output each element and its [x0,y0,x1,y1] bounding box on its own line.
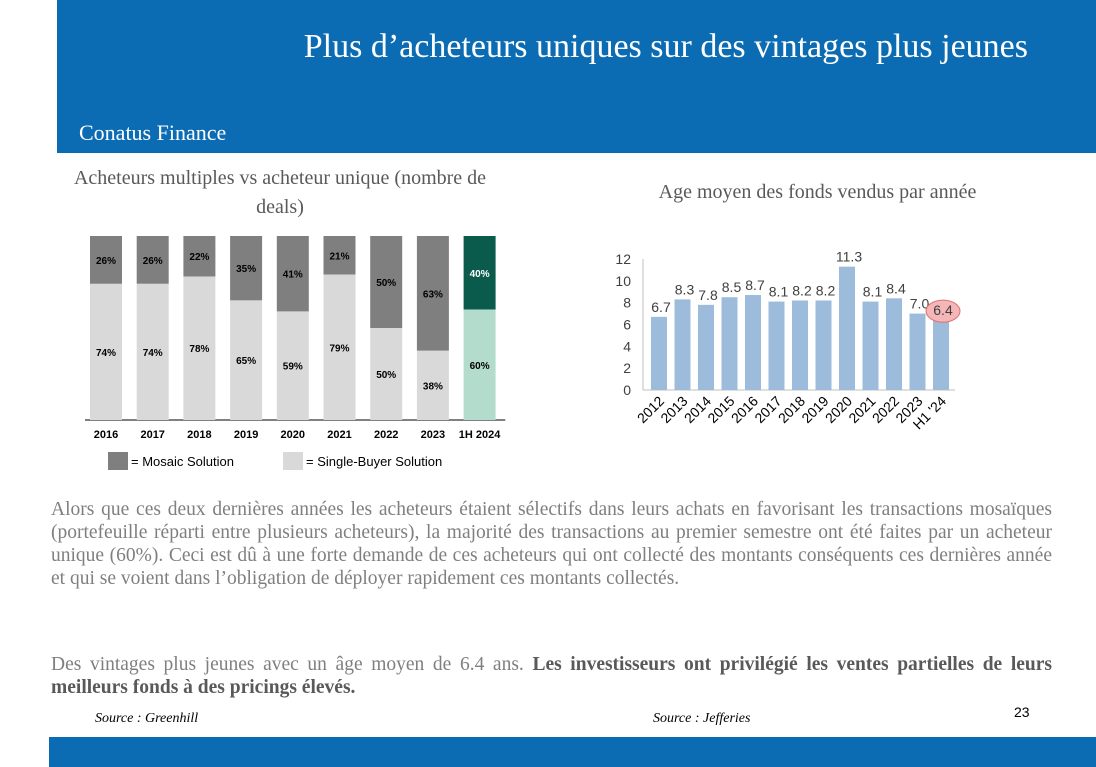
age-value-label-2012: 6.7 [651,299,671,315]
age-value-label-2015: 8.5 [722,279,742,295]
left-x-tick-2019: 2019 [234,429,258,441]
paragraph-vintage-analysis: Des vintages plus jeunes avec un âge moy… [51,653,1052,699]
age-bar-H1 '24 [933,320,949,390]
single-buyer-bar-2021 [323,274,356,420]
age-bar-2019 [815,300,832,390]
right-y-tick-12: 12 [615,251,631,267]
right-chart-title: Age moyen des fonds vendus par année [658,181,977,203]
page-number: 23 [1014,704,1030,720]
mosaic-bar-2017 [136,236,169,284]
paragraph-vintage-bold: Les investisseurs ont privilégié les ven… [51,654,1052,698]
legend-single-label: = Single-Buyer Solution [306,454,442,469]
age-value-label-H1 '24: 6.4 [933,302,953,318]
right-y-tick-8: 8 [623,295,631,311]
single-label-2021: 79% [329,343,349,354]
single-label-2019: 65% [236,356,256,367]
age-bar-2013 [674,299,691,390]
age-value-label-2019: 8.2 [816,282,836,298]
left-x-tick-2023: 2023 [421,429,445,441]
age-bar-2016 [745,295,761,390]
right-y-tick-0: 0 [623,382,631,398]
mosaic-bar-2020 [276,236,309,312]
left-x-tick-1H 2024: 1H 2024 [459,429,501,441]
mosaic-bar-2018 [183,236,216,277]
left-chart-title: Acheteurs multiples vs acheteur unique (… [73,167,487,218]
age-bar-2015 [721,297,738,390]
age-bar-2020 [839,266,855,390]
age-bar-2014 [698,304,714,390]
left-x-tick-2018: 2018 [187,429,211,441]
left-x-tick-2016: 2016 [94,429,118,441]
single-buyer-bar-2018 [183,276,216,420]
left-x-tick-2020: 2020 [281,429,305,441]
age-value-label-2016: 8.7 [745,277,765,293]
right-y-tick-10: 10 [615,273,631,289]
left-x-tick-2022: 2022 [374,429,398,441]
mosaic-label-2018: 22% [189,252,209,263]
left-x-tick-2017: 2017 [140,429,164,441]
single-buyer-bar-2019 [230,300,263,420]
paragraph-vintage-normal: Des vintages plus jeunes avec un âge moy… [51,654,533,675]
single-label-1H 2024: 60% [470,361,490,372]
age-value-label-2020: 11.3 [836,249,862,265]
mosaic-bar-1H 2024 [463,236,496,310]
single-label-2020: 59% [283,362,303,373]
single-buyer-bar-1H 2024 [463,309,496,420]
age-bar-2017 [768,301,785,390]
age-value-label-2017: 8.1 [769,284,789,300]
single-label-2016: 74% [96,348,116,359]
footer-banner [49,737,1096,767]
legend-mosaic-label: = Mosaic Solution [131,454,234,469]
right-y-tick-6: 6 [623,317,631,333]
age-value-label-2013: 8.3 [675,281,695,297]
age-bar-2018 [792,300,808,390]
mosaic-label-2023: 63% [423,289,443,300]
page-title: Plus d’acheteurs uniques sur des vintage… [303,28,1028,65]
age-bar-2022 [886,298,902,390]
age-bar-2021 [862,301,879,390]
mosaic-label-1H 2024: 40% [470,269,490,280]
source-right: Source : Jefferies [653,711,751,726]
age-value-label-2022: 8.4 [886,280,906,296]
single-label-2018: 78% [189,344,209,355]
mosaic-label-2019: 35% [236,264,256,275]
paragraph-buyer-analysis: Alors que ces deux dernières années les … [51,499,1052,589]
single-label-2017: 74% [143,348,163,359]
age-bar-2012 [651,316,667,390]
mosaic-label-2020: 41% [283,270,303,281]
age-value-label-2018: 8.2 [792,282,812,298]
mosaic-label-2016: 26% [96,256,116,267]
mosaic-bar-2022 [370,236,403,328]
single-buyer-bar-2016 [90,283,122,420]
age-value-label-2021: 8.1 [863,284,883,300]
single-buyer-bar-2023 [416,350,449,420]
single-buyer-bar-2022 [370,328,403,420]
mosaic-label-2021: 21% [329,251,349,262]
mosaic-bar-2019 [230,236,263,301]
buyer-type-stacked-bar-chart: 26% 74% 2016 26% 74% 2017 22% 78% 2018 35% 65% 2019… [85,236,506,470]
single-label-2023: 38% [423,381,443,392]
age-value-label-2023: 7.0 [910,296,930,312]
age-value-label-2014: 7.8 [698,287,718,303]
single-buyer-bar-2020 [276,311,309,420]
mosaic-bar-2021 [323,236,356,275]
right-y-tick-2: 2 [623,360,631,376]
age-bar-2023 [909,313,926,390]
brand-name: Conatus Finance [79,120,227,145]
right-y-tick-4: 4 [623,338,631,354]
mosaic-label-2017: 26% [143,256,163,267]
left-x-tick-2021: 2021 [327,429,351,441]
source-left: Source : Greenhill [95,711,199,726]
mosaic-label-2022: 50% [376,278,396,289]
legend-mosaic-swatch [108,452,128,470]
highlight-ellipse-H1 '24 [925,299,961,323]
mosaic-bar-2023 [416,236,449,351]
average-fund-age-bar-chart: 0246810126.720128.320137.820148.520158.7… [615,249,961,432]
header-banner: Plus d’acheteurs uniques sur des vintage… [57,0,1096,153]
single-buyer-bar-2017 [136,283,169,420]
legend-single-swatch [283,452,303,470]
mosaic-bar-2016 [90,236,122,284]
single-label-2022: 50% [376,370,396,381]
